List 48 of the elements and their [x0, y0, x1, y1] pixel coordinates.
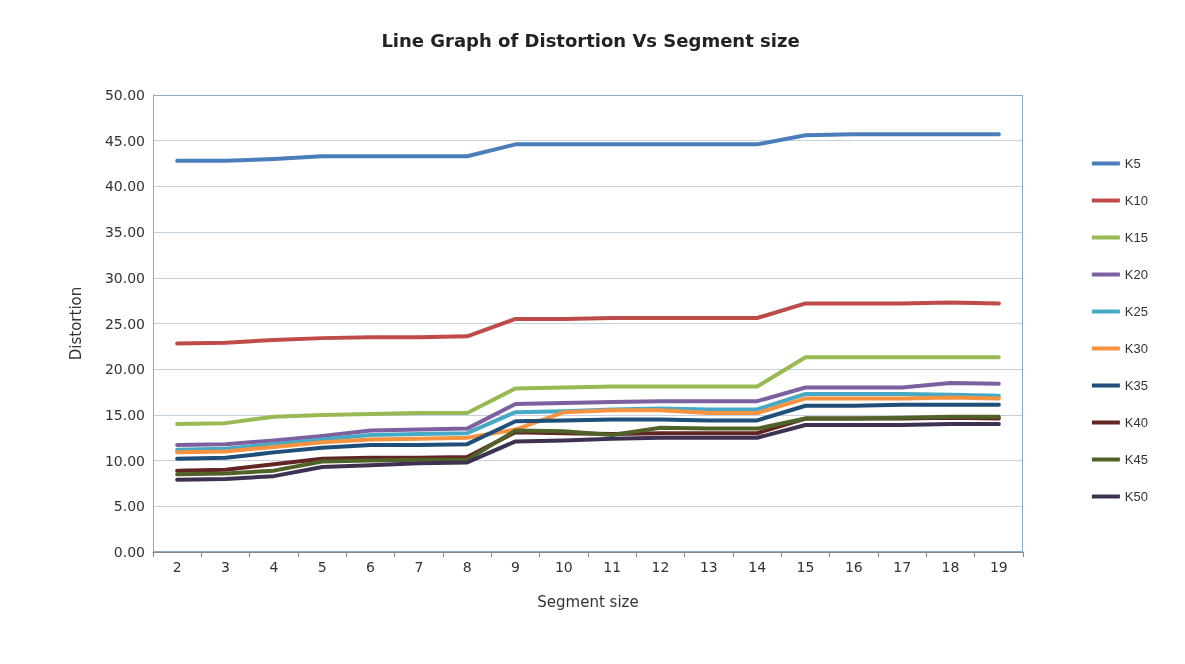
- x-tick-label: 9: [511, 559, 520, 575]
- x-tick-label: 12: [651, 559, 670, 575]
- x-tick-label: 10: [554, 559, 573, 575]
- x-tick-label: 16: [844, 559, 863, 575]
- y-tick-label: 10.00: [104, 452, 145, 469]
- y-axis-title: Distortion: [66, 286, 85, 361]
- x-tick-label: 6: [366, 559, 376, 575]
- y-tick-label: 45.00: [104, 132, 145, 149]
- x-tick-label: 7: [414, 559, 424, 575]
- legend-label: K5: [1124, 156, 1141, 171]
- y-tick-label: 30.00: [104, 269, 145, 286]
- x-tick-label: 5: [317, 559, 327, 575]
- line-series: [175, 355, 1001, 427]
- legend-label: K45: [1124, 452, 1149, 467]
- y-tick-label: 25.00: [104, 315, 145, 332]
- legend-label: K30: [1124, 341, 1149, 356]
- legend-label: K25: [1124, 304, 1149, 319]
- legend-label: K50: [1124, 489, 1149, 504]
- x-tick-label: 13: [699, 559, 718, 575]
- x-tick-label: 15: [796, 559, 815, 575]
- x-tick-label: 18: [941, 559, 960, 575]
- legend-label: K20: [1124, 267, 1149, 282]
- x-tick-label: 11: [603, 559, 622, 575]
- legend-label: K35: [1124, 378, 1149, 393]
- y-tick-label: 40.00: [104, 178, 145, 195]
- y-tick-label: 15.00: [104, 406, 145, 423]
- legend-label: K10: [1124, 193, 1149, 208]
- x-tick-label: 3: [221, 559, 230, 575]
- x-axis-title: Segment size: [537, 592, 639, 611]
- chart-title: Line Graph of Distortion Vs Segment size: [381, 29, 800, 51]
- line-series: [175, 402, 1001, 461]
- y-tick-label: 35.00: [104, 224, 145, 241]
- y-tick-label: 50.00: [104, 87, 145, 103]
- x-tick-label: 14: [748, 559, 767, 575]
- y-tick-label: 5.00: [113, 498, 145, 515]
- line-series: [175, 380, 1001, 448]
- x-tick-label: 17: [893, 559, 912, 575]
- legend-label: K40: [1124, 415, 1149, 430]
- y-tick-label: 0.00: [113, 544, 145, 560]
- legend-label: K15: [1124, 230, 1149, 245]
- x-tick-label: 2: [172, 559, 182, 575]
- line-series: [175, 132, 1001, 163]
- line-series: [175, 422, 1001, 482]
- y-tick-label: 20.00: [104, 361, 145, 378]
- line-series: [175, 300, 1001, 346]
- x-tick-label: 4: [269, 559, 279, 575]
- x-tick-label: 8: [462, 559, 472, 575]
- x-tick-label: 19: [989, 559, 1008, 575]
